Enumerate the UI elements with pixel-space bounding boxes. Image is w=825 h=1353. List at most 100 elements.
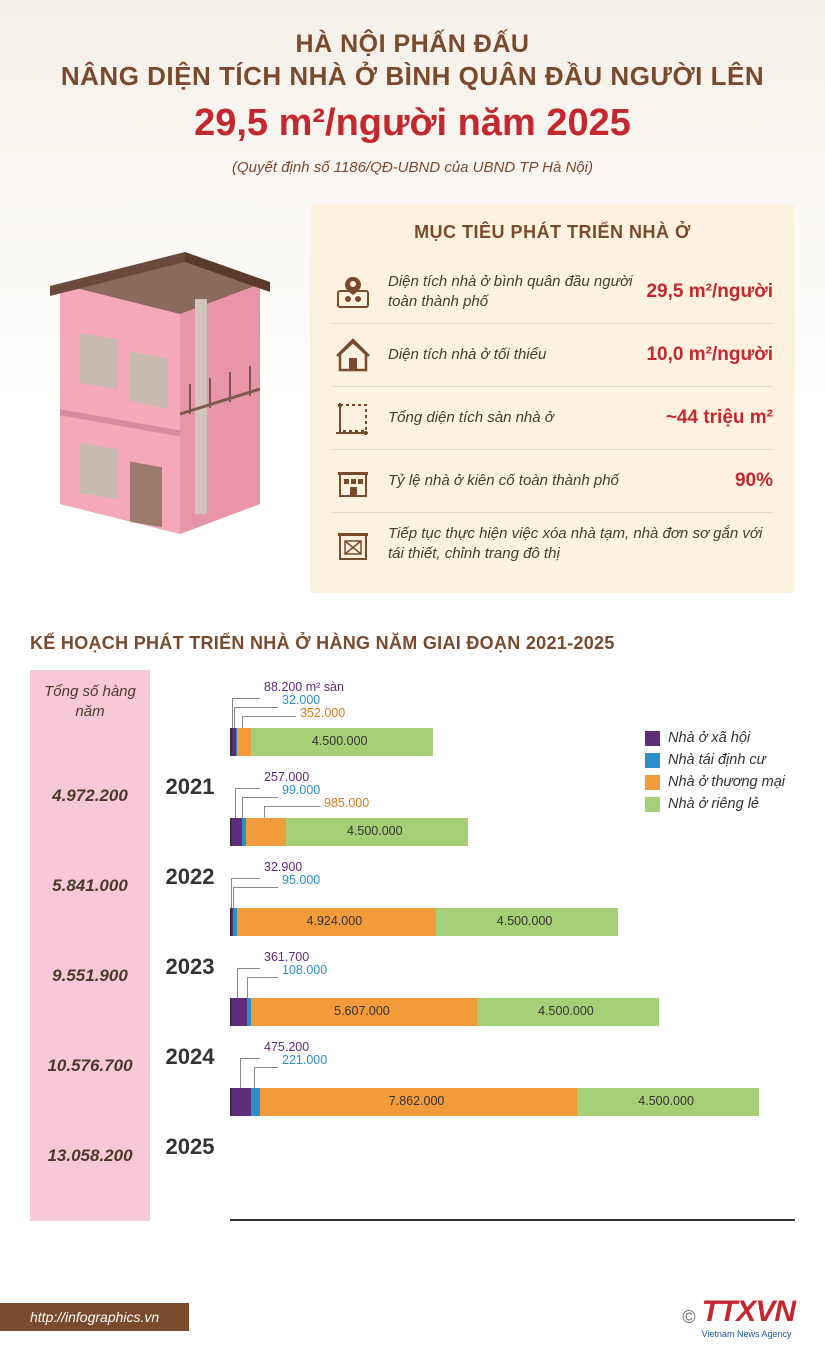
- bar-row: 32.90095.000 4.924.000 4.500.000: [230, 860, 795, 950]
- leader-line: [235, 788, 260, 789]
- bar-segment-thuong_mai: 5.607.000: [251, 998, 477, 1026]
- x-axis: [230, 1219, 795, 1221]
- title-highlight: 29,5 m²/người năm 2025: [30, 102, 795, 145]
- title-block: HÀ NỘI PHẤN ĐẤU NÂNG DIỆN TÍCH NHÀ Ở BÌN…: [30, 30, 795, 145]
- bar-segment-thuong_mai: [237, 728, 251, 756]
- total-value: 13.058.200: [40, 1111, 140, 1201]
- goal-row: Tổng diện tích sàn nhà ở ~44 triệu m²: [332, 387, 773, 450]
- house-icon: [332, 334, 374, 376]
- chart-section: Tổng số hàng năm 4.972.2005.841.0009.551…: [30, 670, 795, 1221]
- segment-annotation: 985.000: [324, 796, 369, 810]
- totals-header: Tổng số hàng năm: [40, 682, 140, 721]
- bar-stack: 7.862.000 4.500.000: [230, 1088, 759, 1116]
- title-line-1: HÀ NỘI PHẤN ĐẤU: [30, 30, 795, 59]
- year-label: 2024: [150, 1012, 230, 1102]
- bar-segment-xa_hoi: [232, 818, 242, 846]
- bar-segment-thuong_mai: 7.862.000: [260, 1088, 577, 1116]
- leader-line: [240, 1058, 260, 1059]
- segment-annotation: 32.900: [264, 860, 302, 874]
- bar-segment-tai_dinh_cu: [251, 1088, 260, 1116]
- bar-row: 475.200221.000 7.862.000 4.500.000: [230, 1040, 795, 1130]
- bar-row: 361.700108.000 5.607.000 4.500.000: [230, 950, 795, 1040]
- segment-annotation: 257.000: [264, 770, 309, 784]
- bar-stack: 4.500.000: [230, 728, 433, 756]
- segment-annotation: 361.700: [264, 950, 309, 964]
- leader-line: [233, 887, 234, 908]
- title-line-2: NÂNG DIỆN TÍCH NHÀ Ở BÌNH QUÂN ĐẦU NGƯỜI…: [30, 61, 795, 92]
- goal-text: Tỷ lệ nhà ở kiên cố toàn thành phố: [388, 471, 721, 491]
- segment-annotation: 221.000: [282, 1053, 327, 1067]
- area-icon: [332, 397, 374, 439]
- leader-line: [231, 878, 260, 879]
- goals-box: MỤC TIÊU PHÁT TRIỂN NHÀ Ở Diện tích nhà …: [310, 204, 795, 593]
- segment-label: 4.500.000: [538, 1004, 594, 1018]
- building-icon: [332, 460, 374, 502]
- leader-line: [232, 698, 233, 728]
- leader-line: [247, 977, 278, 978]
- leader-line: [242, 716, 243, 728]
- goal-row: Diện tích nhà ở bình quân đầu người toàn…: [332, 261, 773, 324]
- goal-text: Tổng diện tích sàn nhà ở: [388, 408, 652, 428]
- bar-stack: 4.500.000: [230, 818, 468, 846]
- bar-stack: 4.924.000 4.500.000: [230, 908, 618, 936]
- goal-value: ~44 triệu m²: [666, 407, 773, 429]
- goal-row: Diện tích nhà ở tối thiểu 10,0 m²/người: [332, 324, 773, 387]
- totals-column: Tổng số hàng năm 4.972.2005.841.0009.551…: [30, 670, 150, 1221]
- segment-annotation: 108.000: [282, 963, 327, 977]
- goal-text: Tiếp tục thực hiện việc xóa nhà tạm, nhà…: [388, 524, 773, 565]
- bar-annotations: 257.00099.000 985.000: [230, 770, 795, 814]
- chart-title: KẾ HOẠCH PHÁT TRIỂN NHÀ Ở HÀNG NĂM GIAI …: [30, 633, 795, 654]
- goal-value: 90%: [735, 470, 773, 492]
- renovation-icon: [332, 523, 374, 565]
- goal-row: Tỷ lệ nhà ở kiên cố toàn thành phố 90%: [332, 450, 773, 513]
- leader-line: [254, 1067, 278, 1068]
- segment-annotation: 32.000: [282, 693, 320, 707]
- segment-annotation: 88.200 m² sàn: [264, 680, 344, 694]
- goal-text: Diện tích nhà ở bình quân đầu người toàn…: [388, 272, 632, 313]
- leader-line: [231, 878, 232, 908]
- year-label: 2023: [150, 922, 230, 1012]
- footer-logo: © TTXVN Vietnam News Agency: [682, 1295, 795, 1339]
- subtitle: (Quyết định số 1186/QĐ-UBND của UBND TP …: [30, 159, 795, 176]
- goal-text: Diện tích nhà ở tối thiểu: [388, 345, 632, 365]
- leader-line: [234, 707, 278, 708]
- leader-line: [232, 698, 260, 699]
- total-value: 4.972.200: [40, 751, 140, 841]
- bar-segment-rieng_le: 4.500.000: [251, 728, 433, 756]
- leader-line: [247, 977, 248, 998]
- top-section: MỤC TIÊU PHÁT TRIỂN NHÀ Ở Diện tích nhà …: [30, 204, 795, 593]
- bar-segment-rieng_le: 4.500.000: [477, 998, 659, 1026]
- year-label: 2022: [150, 832, 230, 922]
- segment-label: 4.500.000: [497, 914, 553, 928]
- years-column: 20212022202320242025: [150, 670, 230, 1221]
- year-label: 2025: [150, 1102, 230, 1192]
- segment-annotation: 99.000: [282, 783, 320, 797]
- bar-annotations: 88.200 m² sàn32.000352.000: [230, 680, 795, 724]
- bar-row: 88.200 m² sàn32.000352.000 4.500.000: [230, 680, 795, 770]
- leader-line: [254, 1067, 255, 1088]
- leader-line: [240, 1058, 241, 1088]
- goals-heading: MỤC TIÊU PHÁT TRIỂN NHÀ Ở: [332, 222, 773, 243]
- segment-label: 4.500.000: [312, 734, 368, 748]
- bar-stack: 5.607.000 4.500.000: [230, 998, 659, 1026]
- leader-line: [234, 707, 235, 728]
- segment-label: 4.500.000: [347, 824, 403, 838]
- agency-sub: Vietnam News Agency: [702, 1329, 795, 1339]
- leader-line: [242, 797, 243, 818]
- total-value: 10.576.700: [40, 1021, 140, 1111]
- leader-line: [235, 788, 236, 818]
- goal-row: Tiếp tục thực hiện việc xóa nhà tạm, nhà…: [332, 513, 773, 575]
- bar-row: 257.00099.000 985.000 4.500.000: [230, 770, 795, 860]
- bar-segment-thuong_mai: 4.924.000: [237, 908, 436, 936]
- bar-segment-rieng_le: 4.500.000: [577, 1088, 759, 1116]
- leader-line: [237, 968, 238, 998]
- segment-annotation: 95.000: [282, 873, 320, 887]
- year-label: 2021: [150, 742, 230, 832]
- segment-label: 5.607.000: [334, 1004, 390, 1018]
- leader-line: [233, 887, 278, 888]
- bars-column: Nhà ở xã hộiNhà tái định cưNhà ở thương …: [230, 670, 795, 1221]
- segment-label: 7.862.000: [389, 1094, 445, 1108]
- goal-value: 10,0 m²/người: [646, 344, 773, 366]
- segment-annotation: 475.200: [264, 1040, 309, 1054]
- bar-segment-xa_hoi: [232, 998, 247, 1026]
